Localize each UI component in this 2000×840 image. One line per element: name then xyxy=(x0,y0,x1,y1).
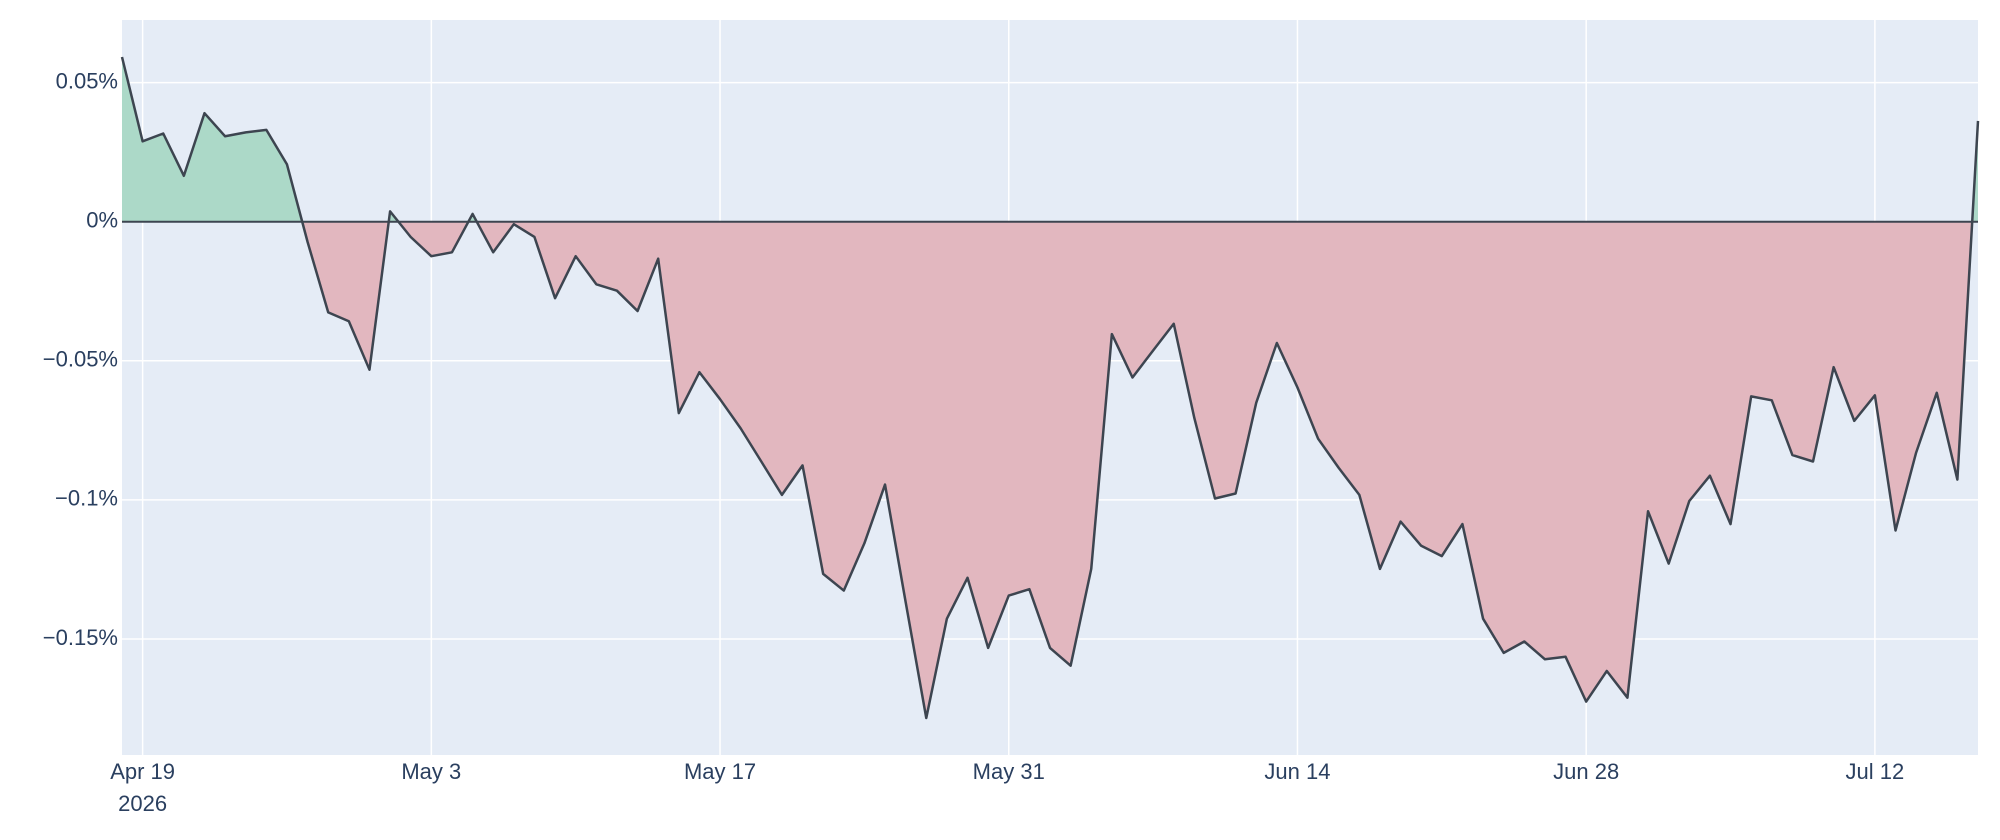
x-tick-label: Jun 28 xyxy=(1553,759,1619,784)
x-tick-label: May 31 xyxy=(973,759,1045,784)
y-tick-label: −0.15% xyxy=(43,625,118,650)
x-tick-label: May 3 xyxy=(401,759,461,784)
y-tick-label: 0% xyxy=(86,208,118,233)
x-year-label: 2026 xyxy=(118,791,167,816)
x-tick-label: May 17 xyxy=(684,759,756,784)
x-tick-label: Jul 12 xyxy=(1846,759,1905,784)
x-tick-label: Jun 14 xyxy=(1264,759,1330,784)
x-tick-label: Apr 19 xyxy=(110,759,175,784)
y-tick-label: −0.05% xyxy=(43,347,118,372)
y-tick-label: −0.1% xyxy=(55,486,118,511)
y-tick-label: 0.05% xyxy=(56,68,118,93)
negative-area xyxy=(122,221,1978,718)
series-line xyxy=(120,56,1980,720)
